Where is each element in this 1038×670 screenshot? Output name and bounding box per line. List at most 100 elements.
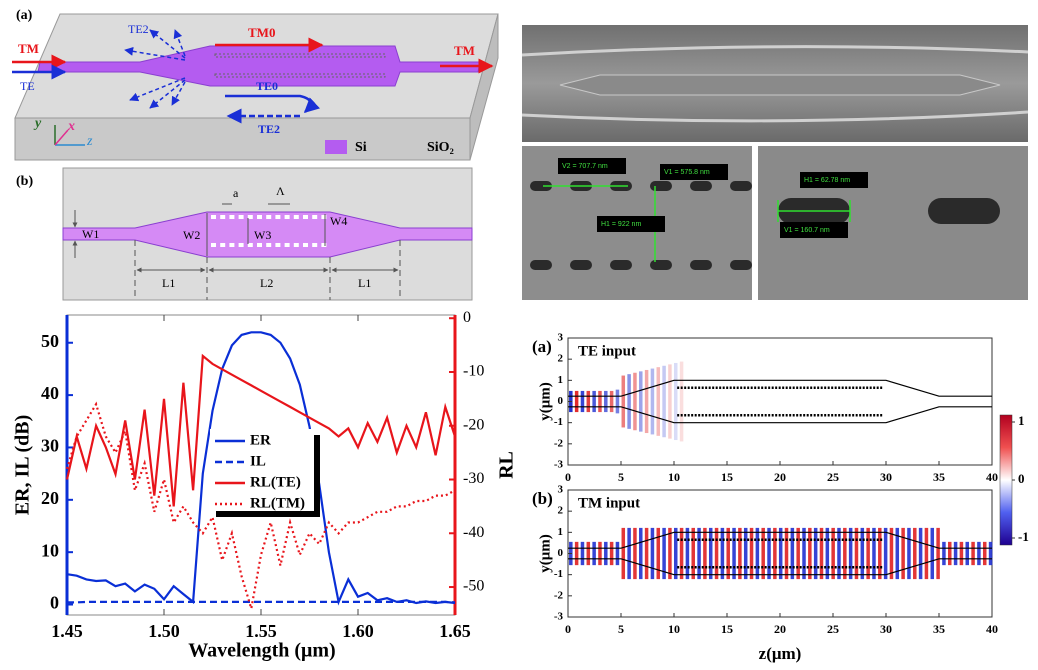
- field-stripe: [720, 527, 725, 580]
- mode-label: TE2: [128, 22, 149, 36]
- y2-tick-label: -20: [463, 416, 484, 433]
- waveguide-outline: [568, 406, 992, 424]
- hole: [303, 215, 308, 219]
- field-stripe: [726, 527, 730, 580]
- field-stripe: [761, 527, 765, 580]
- hole: [238, 215, 244, 219]
- y-tick-label: 0: [50, 593, 59, 613]
- holes: [211, 215, 327, 247]
- hole: [229, 215, 235, 219]
- legend-label: Si: [355, 140, 367, 155]
- chart: ER, IL (dB) RL Wavelength (μm) 1.45 1.50 1…: [12, 309, 518, 662]
- y-tick-label: -1: [554, 568, 563, 580]
- field-stripe: [784, 527, 789, 580]
- axis-label: y: [33, 116, 42, 131]
- field-stripe: [819, 527, 824, 580]
- panel-label: (b): [532, 489, 553, 508]
- y-tick-label: -2: [554, 589, 564, 601]
- x-tick-label: 10: [668, 470, 680, 484]
- x-tick-label: 15: [721, 622, 733, 636]
- field-stripe: [621, 527, 626, 580]
- dimension-label: W2: [183, 228, 200, 242]
- field-stripe: [872, 527, 876, 580]
- hole: [238, 243, 244, 247]
- field-stripe: [918, 527, 923, 580]
- field-stripe: [674, 527, 678, 580]
- field-stripe: [778, 527, 783, 580]
- sem-hole: [928, 198, 1000, 224]
- annotation-text: V2 = 707.7 nm: [562, 163, 608, 170]
- annotation-text: V1 = 160.7 nm: [784, 227, 830, 234]
- sem-hole: [730, 181, 752, 191]
- x-tick-label: 25: [827, 470, 839, 484]
- field-stripe: [965, 541, 969, 566]
- field-stripe: [895, 527, 900, 580]
- x-axis-label: Wavelength (μm): [188, 640, 335, 662]
- dimension-label: W4: [330, 214, 347, 228]
- annotation-text: V1 = 575.8 nm: [664, 169, 710, 176]
- legend-label: RL(TM): [250, 495, 305, 511]
- hole: [266, 215, 272, 219]
- x-tick-label: 20: [774, 622, 786, 636]
- field-stripe: [936, 527, 940, 580]
- field-stripe: [825, 527, 830, 580]
- annotation-box: [558, 158, 626, 174]
- hole: [211, 215, 216, 219]
- y-tick-label: 20: [41, 488, 59, 508]
- field-stripe: [837, 527, 841, 580]
- field-stripe: [948, 541, 952, 566]
- hole: [284, 215, 290, 219]
- field-stripe: [953, 541, 958, 566]
- mode-label: TE: [20, 79, 35, 93]
- y-tick-label: -3: [554, 459, 564, 471]
- colorbar: [999, 414, 1013, 546]
- schematic-a: (a) TE2 TM0 TM TM TE TE0 TE2 y x z Si Si…: [12, 8, 499, 161]
- field-stripe: [796, 527, 800, 580]
- sem-hole: [650, 181, 672, 191]
- field-stripe: [662, 365, 666, 438]
- legend-swatch: [325, 140, 347, 154]
- x-tick-label: 25: [827, 622, 839, 636]
- x-tick-label: 0: [565, 470, 571, 484]
- annotation-box: [800, 172, 868, 188]
- holes: [214, 53, 386, 78]
- field-stripe: [662, 527, 666, 580]
- field-frame: [567, 337, 993, 466]
- y-tick-label: 0: [558, 547, 564, 559]
- field-stripe: [650, 527, 655, 580]
- hole: [247, 215, 253, 219]
- x-tick-label: 1.65: [439, 621, 471, 641]
- hole: [211, 243, 216, 247]
- field-stripe: [574, 390, 579, 413]
- field-stripe: [679, 527, 684, 580]
- y-tick-label: -3: [554, 611, 564, 623]
- sem-images: V2 = 707.7 nm V1 = 575.8 nm H1 = 922 nm H1 …: [521, 25, 1029, 300]
- sem-hole: [610, 260, 632, 270]
- y-tick-label: 2: [558, 505, 564, 517]
- sem-hole: [570, 260, 592, 270]
- cladding-side: [469, 13, 499, 161]
- legend-swatch: [398, 140, 420, 154]
- field-stripe: [889, 527, 894, 580]
- scatter-arrows: [124, 29, 186, 109]
- x-tick-label: 40: [986, 622, 998, 636]
- dimension-label: L2: [260, 276, 273, 290]
- field-stripe: [901, 527, 905, 580]
- mode-label: TM: [454, 43, 475, 58]
- panel-title: TE input: [578, 343, 636, 359]
- hole: [293, 215, 299, 219]
- y2-tick-label: -10: [463, 363, 484, 380]
- field-stripe: [883, 527, 888, 580]
- x-tick-label: 1.45: [51, 621, 83, 641]
- field-stripe: [650, 368, 655, 435]
- hole: [321, 243, 327, 247]
- mode-label: TM: [18, 41, 39, 56]
- field-stripe: [773, 527, 777, 580]
- field-stripe: [878, 527, 882, 580]
- x-tick-label: 35: [933, 622, 945, 636]
- x-tick-label: 5: [618, 622, 624, 636]
- field-stripe: [743, 527, 748, 580]
- field-stripe: [598, 390, 602, 413]
- line-series: [67, 600, 456, 604]
- y-tick-label: 40: [41, 383, 59, 403]
